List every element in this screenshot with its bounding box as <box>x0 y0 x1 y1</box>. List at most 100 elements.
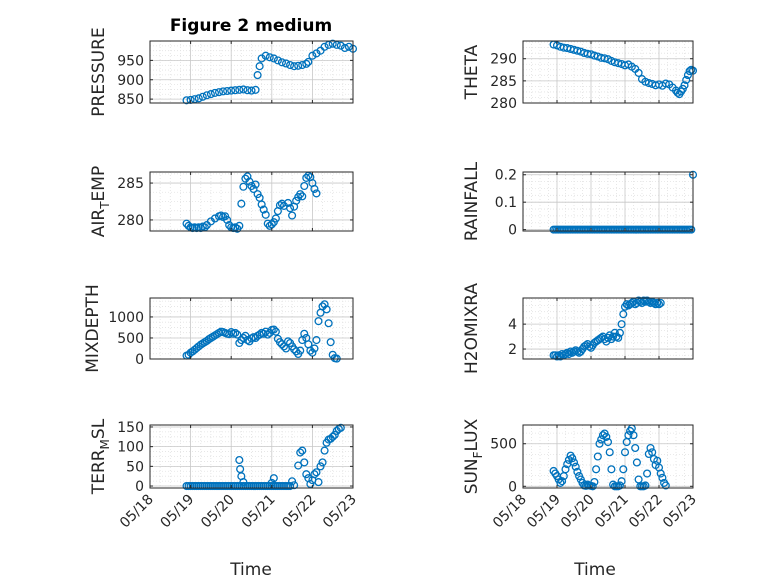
x-tick-label: 05/19 <box>524 492 564 532</box>
data-point <box>279 342 289 351</box>
y-tick-label: 0.1 <box>495 195 517 211</box>
x-tick-label: 05/22 <box>626 492 666 532</box>
data-point <box>223 215 232 224</box>
y-tick-label: 4 <box>508 317 517 333</box>
y-tick-label: 285 <box>490 74 517 90</box>
data-point <box>296 190 305 199</box>
data-point <box>239 478 248 487</box>
data-point <box>288 211 297 220</box>
data-point <box>239 333 248 343</box>
x-tick-label: 05/19 <box>158 492 198 532</box>
data-point <box>298 60 307 70</box>
data-point <box>294 461 303 470</box>
data-point <box>239 85 248 94</box>
data-point <box>631 443 640 453</box>
data-point <box>607 465 616 474</box>
data-point <box>617 320 626 329</box>
data-point <box>296 448 305 457</box>
data-point <box>251 85 260 94</box>
y-tick-label: 0 <box>508 223 517 239</box>
data-point <box>639 296 648 305</box>
data-point <box>590 477 599 487</box>
x-tick-label: 05/18 <box>490 492 530 532</box>
data-point <box>609 332 618 341</box>
data-point <box>336 423 345 432</box>
data-point <box>271 327 280 336</box>
y-tick-label: 2 <box>508 342 517 358</box>
data-point <box>661 79 670 88</box>
data-point <box>194 94 203 103</box>
y-tick-label: 850 <box>117 92 144 108</box>
axes-box <box>149 424 354 489</box>
data-point <box>556 478 565 487</box>
data-point <box>593 452 602 461</box>
data-point <box>614 333 623 342</box>
data-point <box>656 298 665 308</box>
data-point <box>595 439 604 448</box>
y-tick-label: 280 <box>490 96 517 112</box>
data-point <box>275 201 284 210</box>
y-axis-label: THETA <box>462 44 482 100</box>
data-point <box>257 200 266 209</box>
data-point <box>269 474 278 483</box>
data-point <box>306 480 315 489</box>
data-point <box>217 211 226 220</box>
data-point <box>306 346 315 355</box>
y-tick-label: 950 <box>117 53 144 69</box>
y-tick-label: 0.2 <box>495 168 517 184</box>
data-point <box>298 192 307 201</box>
data-point <box>223 86 232 96</box>
data-point <box>569 458 579 467</box>
data-point <box>275 338 284 347</box>
data-point <box>653 298 662 308</box>
data-point <box>302 59 311 68</box>
data-point <box>602 432 611 441</box>
data-point <box>298 446 307 455</box>
x-tick-label: 05/18 <box>117 492 157 532</box>
data-point <box>269 325 278 334</box>
data-point <box>330 430 339 439</box>
x-tick-label: 05/23 <box>660 492 700 532</box>
data-point <box>302 470 311 479</box>
data-point <box>320 300 329 309</box>
data-point <box>300 329 309 338</box>
data-point <box>267 220 276 229</box>
subplot-5: 0 500 1000 MIXDEPTH <box>83 284 354 373</box>
data-point <box>210 88 220 97</box>
data-point <box>658 473 667 482</box>
data-point <box>235 221 244 230</box>
data-point <box>310 184 319 194</box>
data-point <box>269 54 278 63</box>
data-point <box>239 182 248 191</box>
axes-box <box>522 424 694 489</box>
subplot-grid: 850 900 950 PRESSURE 280 285 290 THETA 280 285 AIR… <box>83 27 700 531</box>
data-point <box>265 53 274 62</box>
data-point <box>617 477 626 486</box>
data-point <box>605 448 614 457</box>
data-point <box>624 431 633 440</box>
y-tick-label: 0 <box>135 352 144 368</box>
data-point <box>235 85 244 94</box>
data-point <box>202 91 211 100</box>
data-point <box>243 86 252 95</box>
x-tick-label: 05/23 <box>320 492 360 532</box>
data-point <box>294 61 303 70</box>
data-point <box>561 465 570 474</box>
data-point <box>641 481 650 490</box>
data-point <box>324 319 333 328</box>
data-point <box>632 458 641 467</box>
y-tick-label: 285 <box>117 176 144 192</box>
data-point <box>182 96 191 105</box>
data-point <box>312 468 321 477</box>
data-point <box>286 204 295 213</box>
data-point <box>273 56 282 65</box>
y-tick-label: 1000 <box>108 310 144 326</box>
data-point <box>259 205 268 214</box>
data-point <box>277 199 287 208</box>
data-point <box>219 87 228 96</box>
data-point <box>281 59 291 68</box>
axes-box <box>149 171 354 232</box>
x-tick-label: 05/21 <box>592 492 632 532</box>
data-point <box>243 172 252 181</box>
